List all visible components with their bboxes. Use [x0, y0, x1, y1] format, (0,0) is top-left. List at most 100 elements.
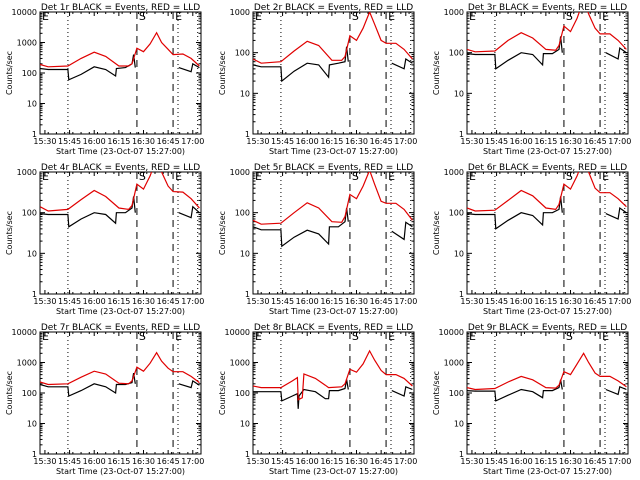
panel-det-2: Det 2r BLACK = Events, RED = LLD 1 10 100 10…: [218, 3, 417, 156]
marker-e: E: [469, 170, 476, 183]
marker-s: S: [139, 330, 146, 343]
plot-frame: [39, 331, 202, 455]
x-tick-label: 16:00: [296, 457, 319, 466]
x-tick-label: 16:45: [370, 457, 393, 466]
series-lld: [467, 12, 627, 53]
y-tick-label: 10000: [12, 328, 37, 337]
x-tick-label: 16:30: [132, 137, 155, 146]
series-events: [467, 36, 627, 70]
y-tick-label: 1: [245, 290, 250, 299]
y-tick-label: 1000: [230, 359, 250, 368]
series-events: [40, 373, 200, 397]
marker-s: S: [566, 330, 573, 343]
marker-s: S: [139, 10, 146, 23]
y-tick-label: 1: [245, 130, 250, 139]
y-tick-label: 1000: [17, 39, 37, 48]
x-tick-label: 15:30: [460, 297, 483, 306]
x-tick-label: 15:45: [485, 457, 508, 466]
y-tick-label: 1: [32, 450, 37, 459]
y-tick-label: 100: [22, 389, 37, 398]
x-axis-label: Start Time (23-Oct-07 15:27:00): [56, 467, 185, 476]
marker-e: E: [388, 170, 395, 183]
marker-s: S: [566, 170, 573, 183]
y-tick-label: 1000: [230, 168, 250, 177]
x-axis-label: Start Time (23-Oct-07 15:27:00): [56, 307, 185, 316]
marker-e: E: [255, 170, 262, 183]
x-tick-label: 15:45: [58, 297, 81, 306]
y-tick-label: 10000: [439, 328, 464, 337]
x-tick-label: 16:15: [107, 457, 130, 466]
panel-det-8: Det 8r BLACK = Events, RED = LLD 1 10 100 10…: [218, 323, 417, 476]
series-lld: [40, 31, 200, 68]
panel-title: Det 3r BLACK = Events, RED = LLD: [468, 3, 627, 13]
y-tick-label: 1000: [444, 8, 464, 17]
marker-e: E: [602, 170, 609, 183]
x-tick-label: 16:00: [296, 297, 319, 306]
y-tick-label: 10: [240, 89, 250, 98]
series-lld: [467, 172, 627, 212]
x-tick-label: 16:30: [345, 297, 368, 306]
marker-s: S: [352, 10, 359, 23]
x-tick-label: 16:30: [559, 457, 582, 466]
marker-e: E: [469, 10, 476, 23]
x-tick-label: 16:15: [534, 137, 557, 146]
panel-det-3: Det 3r BLACK = Events, RED = LLD 1 10 100 10…: [432, 3, 631, 156]
marker-e: E: [42, 170, 49, 183]
x-tick-label: 15:30: [33, 297, 56, 306]
plot-frame: [39, 171, 202, 295]
x-tick-label: 16:00: [510, 137, 533, 146]
marker-e: E: [175, 330, 182, 343]
marker-e: E: [42, 10, 49, 23]
x-tick-label: 17:00: [394, 457, 417, 466]
x-tick-label: 16:00: [296, 137, 319, 146]
x-tick-label: 15:45: [485, 297, 508, 306]
panel-det-9: Det 9r BLACK = Events, RED = LLD 1 10 100 10…: [432, 323, 631, 476]
plot-frame: [252, 331, 415, 455]
marker-s: S: [352, 330, 359, 343]
marker-e: E: [175, 170, 182, 183]
x-tick-label: 16:45: [584, 297, 607, 306]
panel-title: Det 5r BLACK = Events, RED = LLD: [254, 163, 413, 173]
panel-title: Det 4r BLACK = Events, RED = LLD: [41, 163, 200, 173]
y-tick-label: 1: [32, 130, 37, 139]
marker-e: E: [469, 330, 476, 343]
y-tick-label: 1: [459, 130, 464, 139]
panel-det-1: Det 1r BLACK = Events, RED = LLD 1 10 100 10…: [5, 3, 204, 156]
x-tick-label: 17:00: [394, 137, 417, 146]
x-axis-label: Start Time (23-Oct-07 15:27:00): [483, 147, 612, 156]
x-tick-label: 17:00: [394, 297, 417, 306]
series-events: [253, 379, 413, 409]
y-tick-label: 1: [459, 290, 464, 299]
marker-s: S: [352, 170, 359, 183]
x-tick-label: 17:00: [608, 297, 631, 306]
x-tick-label: 16:30: [345, 137, 368, 146]
series-events: [40, 54, 200, 81]
x-tick-label: 16:45: [157, 297, 180, 306]
x-tick-label: 16:00: [83, 137, 106, 146]
x-tick-label: 16:15: [320, 457, 343, 466]
y-tick-label: 100: [22, 209, 37, 218]
y-tick-label: 10: [240, 249, 250, 258]
series-events: [467, 379, 627, 402]
x-tick-label: 16:30: [132, 297, 155, 306]
marker-e: E: [602, 10, 609, 23]
series-lld: [40, 351, 200, 386]
series-events: [467, 196, 627, 230]
y-axis-label: Counts/sec: [218, 211, 227, 255]
x-tick-label: 16:00: [510, 457, 533, 466]
panel-det-4: Det 4r BLACK = Events, RED = LLD 1 10 100 10…: [5, 163, 204, 316]
plot-frame: [466, 331, 629, 455]
x-tick-label: 15:30: [460, 457, 483, 466]
x-tick-label: 17:00: [181, 457, 204, 466]
y-tick-label: 10: [27, 420, 37, 429]
x-tick-label: 16:00: [83, 457, 106, 466]
x-tick-label: 16:45: [584, 137, 607, 146]
x-tick-label: 16:15: [107, 297, 130, 306]
y-tick-label: 10000: [12, 8, 37, 17]
x-tick-label: 16:15: [320, 297, 343, 306]
panel-title: Det 6r BLACK = Events, RED = LLD: [468, 163, 627, 173]
y-tick-label: 1000: [444, 359, 464, 368]
y-tick-label: 100: [235, 389, 250, 398]
y-tick-label: 100: [235, 209, 250, 218]
